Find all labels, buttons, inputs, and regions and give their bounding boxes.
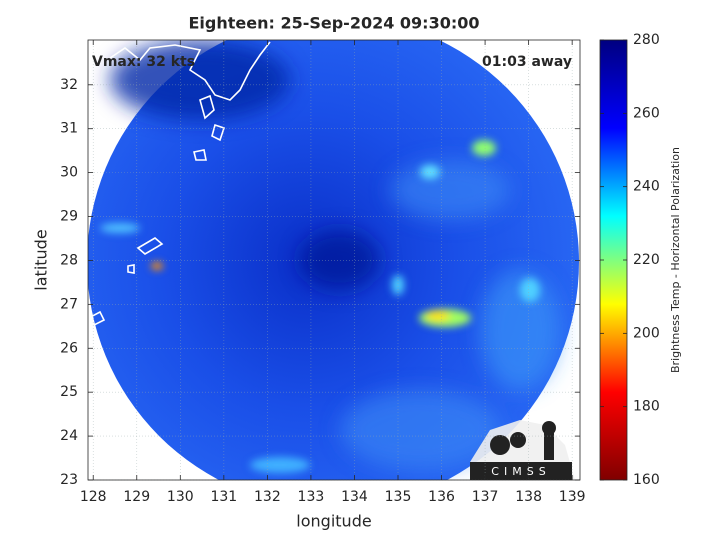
colorbar-label: Brightness Temp - Horizontal Polarizatio… xyxy=(669,147,682,373)
y-tick-label: 29 xyxy=(60,209,78,225)
texture xyxy=(110,40,560,470)
x-tick-label: 130 xyxy=(167,489,194,505)
colorbar-tick-label: 160 xyxy=(633,472,660,488)
x-tick-label: 132 xyxy=(254,489,281,505)
x-tick-label: 136 xyxy=(428,489,455,505)
annotation: Vmax: 32 kts xyxy=(92,54,195,70)
annotation: 01:03 away xyxy=(482,54,572,70)
grid xyxy=(88,40,580,481)
x-tick-label: 138 xyxy=(515,489,542,505)
y-tick-label: 28 xyxy=(60,252,78,268)
y-tick-label: 27 xyxy=(60,296,78,312)
y-tick-label: 24 xyxy=(60,428,78,444)
x-tick-label: 137 xyxy=(472,489,499,505)
axes-frame xyxy=(87,39,581,481)
coastline xyxy=(88,41,271,329)
logo-text: CIMSS xyxy=(491,465,550,478)
colorbar-tick-label: 220 xyxy=(633,252,660,268)
colorbar-tick-label: 200 xyxy=(633,325,660,341)
x-tick-label: 128 xyxy=(80,489,107,505)
y-tick-label: 30 xyxy=(60,165,78,181)
x-tick-label: 139 xyxy=(559,489,586,505)
colorbar-tick-label: 280 xyxy=(633,32,660,48)
x-tick-label: 133 xyxy=(298,489,325,505)
y-tick-label: 32 xyxy=(60,77,78,93)
x-tick-label: 135 xyxy=(385,489,412,505)
x-tick-label: 129 xyxy=(123,489,150,505)
x-axis-label: longitude xyxy=(296,512,371,531)
y-tick-label: 25 xyxy=(60,384,78,400)
x-tick-label: 131 xyxy=(210,489,237,505)
colorbar-tick-label: 260 xyxy=(633,105,660,121)
image-layer: CIMSS xyxy=(88,40,580,480)
colorbar xyxy=(599,39,628,481)
y-tick-label: 31 xyxy=(60,121,78,137)
chart-title: Eighteen: 25-Sep-2024 09:30:00 xyxy=(188,14,479,33)
colorbar-tick-label: 240 xyxy=(633,179,660,195)
colorbar-tick-label: 180 xyxy=(633,399,660,415)
x-tick-label: 134 xyxy=(341,489,368,505)
y-axis-label: latitude xyxy=(32,229,51,290)
y-tick-label: 23 xyxy=(60,472,78,488)
warm-spots xyxy=(100,140,540,473)
y-tick-label: 26 xyxy=(60,340,78,356)
